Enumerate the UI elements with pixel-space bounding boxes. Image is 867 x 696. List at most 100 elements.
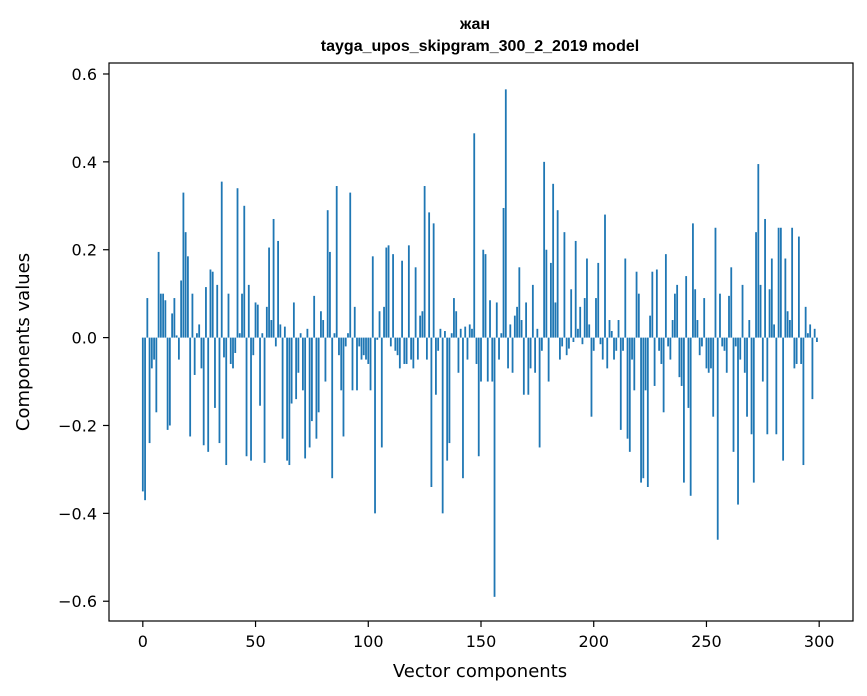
y-tick-label: 0.6 <box>72 65 97 84</box>
bar <box>543 161 546 338</box>
bar <box>597 262 600 338</box>
bar <box>432 223 435 338</box>
bar <box>468 324 471 338</box>
bar <box>441 337 444 514</box>
bar <box>198 324 201 338</box>
bar <box>349 192 352 338</box>
bar <box>683 337 685 483</box>
bar <box>786 311 789 338</box>
bar <box>743 337 746 373</box>
bar <box>624 258 627 338</box>
bar <box>211 271 214 338</box>
bar <box>304 337 307 459</box>
bar <box>655 269 658 338</box>
bar <box>171 313 174 338</box>
bar <box>473 133 476 338</box>
bar <box>811 337 814 400</box>
bar <box>268 247 270 338</box>
bar <box>396 337 399 356</box>
bar <box>317 337 320 413</box>
bar <box>306 328 309 338</box>
bar <box>504 89 507 338</box>
bar <box>353 306 356 338</box>
bar <box>660 337 663 364</box>
bar <box>644 337 647 391</box>
bar <box>518 267 521 338</box>
bar <box>502 207 505 338</box>
bar <box>421 311 424 338</box>
bar <box>180 280 183 338</box>
bar <box>816 337 818 342</box>
bar <box>464 326 467 338</box>
bar <box>200 337 203 369</box>
bar <box>450 333 453 338</box>
bar <box>511 337 514 373</box>
bar <box>245 337 248 457</box>
y-tick-label: 0.2 <box>72 241 97 260</box>
bar <box>601 337 604 360</box>
bar <box>489 300 491 338</box>
bar <box>437 337 440 351</box>
bar <box>588 324 591 338</box>
bar <box>809 324 812 338</box>
bar <box>572 337 575 342</box>
bar <box>295 337 298 400</box>
bar <box>250 337 252 461</box>
bar <box>290 337 293 404</box>
bar <box>459 328 462 338</box>
bar <box>446 337 449 461</box>
bar <box>344 337 347 347</box>
bar <box>324 337 327 382</box>
bar <box>615 337 618 351</box>
bar <box>527 337 530 395</box>
bar <box>234 337 237 353</box>
y-tick-label: −0.4 <box>58 504 97 523</box>
bar-group <box>141 89 818 597</box>
bar <box>788 320 791 338</box>
bar <box>360 337 363 360</box>
bar <box>335 186 338 338</box>
bar <box>283 326 286 338</box>
bar <box>540 337 543 351</box>
bar <box>622 337 624 351</box>
bar <box>164 300 167 338</box>
bar <box>480 337 482 382</box>
bar <box>500 333 503 338</box>
bar <box>196 333 198 338</box>
bar <box>689 337 692 496</box>
y-tick-label: −0.2 <box>58 416 97 435</box>
bar <box>714 227 717 338</box>
bar <box>554 302 557 338</box>
bar <box>331 337 334 479</box>
bar <box>764 218 766 338</box>
bar <box>457 337 460 373</box>
bar <box>455 311 458 338</box>
bar <box>162 293 165 338</box>
y-axis-label: Components values <box>13 253 34 431</box>
bar <box>642 337 645 479</box>
bar <box>617 320 620 338</box>
bar <box>804 306 807 338</box>
bar <box>232 337 234 369</box>
bar <box>263 337 266 463</box>
bar <box>407 245 410 338</box>
bar <box>286 337 289 461</box>
bar <box>556 210 559 338</box>
bar <box>653 337 656 386</box>
bar <box>369 337 372 391</box>
bar <box>732 337 735 452</box>
bar <box>631 337 633 360</box>
bar <box>705 337 708 369</box>
bar <box>549 262 552 338</box>
bar <box>491 337 494 382</box>
bar <box>419 315 422 338</box>
bar <box>522 337 525 395</box>
bar <box>581 337 584 345</box>
bar <box>633 337 636 391</box>
bar <box>365 337 367 360</box>
bar <box>797 236 800 338</box>
bar <box>333 333 336 338</box>
x-tick-label: 150 <box>466 632 497 651</box>
bar <box>547 337 550 382</box>
bar <box>590 337 593 417</box>
